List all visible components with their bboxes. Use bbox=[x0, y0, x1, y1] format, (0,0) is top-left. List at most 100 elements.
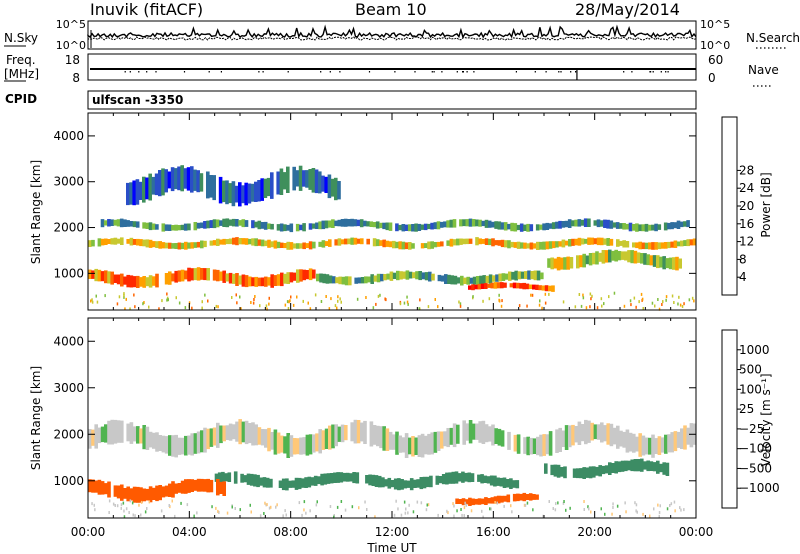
power-cell bbox=[469, 277, 474, 284]
velocity-speckle bbox=[174, 514, 176, 518]
velocity-cell bbox=[299, 437, 303, 455]
nave-point bbox=[631, 71, 633, 73]
power-cell bbox=[212, 219, 217, 229]
power-cell bbox=[364, 276, 368, 284]
power-colorbar-tick-label: 12 bbox=[739, 235, 754, 249]
power-cell bbox=[321, 175, 325, 192]
velocity-cell bbox=[490, 497, 495, 504]
velocity-cell bbox=[545, 434, 550, 455]
power-cell bbox=[487, 220, 492, 228]
velocity-cell bbox=[369, 421, 374, 447]
power-cell bbox=[158, 170, 162, 197]
power-cell bbox=[286, 224, 290, 231]
power-cell bbox=[299, 224, 303, 231]
power-cell bbox=[436, 221, 441, 230]
velocity-cell bbox=[349, 473, 353, 482]
nave-point bbox=[570, 71, 572, 73]
velocity-cell bbox=[129, 488, 134, 501]
velocity-speckle bbox=[305, 511, 307, 515]
velocity-cell bbox=[265, 477, 270, 488]
velocity-speckle bbox=[116, 504, 119, 508]
power-cell bbox=[184, 270, 188, 280]
power-speckle bbox=[585, 306, 588, 310]
velocity-cell bbox=[477, 498, 482, 505]
velocity-speckle bbox=[393, 513, 396, 517]
power-cell bbox=[459, 219, 463, 227]
power-cell bbox=[276, 224, 281, 231]
power-cell bbox=[370, 274, 374, 284]
power-cell bbox=[648, 242, 652, 250]
power-cell bbox=[433, 242, 438, 248]
power-speckle bbox=[641, 297, 644, 301]
power-cell bbox=[465, 219, 470, 227]
power-speckle bbox=[578, 293, 581, 296]
velocity-speckle bbox=[263, 512, 265, 515]
power-cell bbox=[145, 177, 149, 200]
velocity-cell bbox=[339, 472, 344, 483]
power-cell bbox=[222, 238, 226, 245]
power-cell bbox=[164, 273, 169, 285]
power-cell bbox=[187, 267, 191, 282]
power-speckle bbox=[677, 302, 679, 306]
power-cell bbox=[267, 239, 271, 248]
nsearch-tick-top: 10^5 bbox=[700, 18, 730, 31]
power-cell bbox=[437, 274, 442, 282]
power-cell bbox=[180, 165, 184, 192]
velocity-cell bbox=[97, 479, 102, 495]
power-cell bbox=[222, 270, 226, 283]
power-cell bbox=[260, 222, 265, 229]
power-cell bbox=[599, 220, 604, 227]
power-cell bbox=[584, 238, 588, 244]
velocity-cell bbox=[336, 472, 340, 483]
velocity-speckle bbox=[129, 499, 132, 503]
velocity-speckle bbox=[420, 501, 423, 505]
power-cell bbox=[286, 241, 290, 250]
power-cell bbox=[625, 223, 630, 230]
velocity-cell bbox=[475, 423, 479, 440]
velocity-speckle bbox=[266, 503, 268, 507]
noise-traces bbox=[87, 24, 697, 48]
velocity-cell bbox=[334, 424, 338, 447]
power-cell bbox=[91, 270, 95, 279]
nave-point bbox=[650, 71, 652, 73]
power-cell bbox=[174, 270, 178, 283]
power-speckle bbox=[683, 302, 685, 306]
power-cell bbox=[500, 282, 504, 289]
power-speckle bbox=[665, 295, 668, 299]
power-cell bbox=[622, 223, 626, 230]
velocity-cell bbox=[558, 427, 562, 452]
power-speckle bbox=[236, 301, 238, 305]
velocity-cell bbox=[488, 426, 492, 442]
velocity-cell bbox=[516, 434, 521, 454]
velocity-cell bbox=[689, 423, 694, 448]
velocity-cell bbox=[244, 420, 249, 445]
power-cell bbox=[260, 178, 264, 201]
power-cell bbox=[427, 223, 431, 230]
power-cell bbox=[411, 243, 415, 249]
velocity-speckle bbox=[285, 513, 287, 517]
nave-point bbox=[262, 71, 264, 73]
power-cell bbox=[587, 237, 591, 245]
velocity-cell bbox=[550, 464, 554, 476]
power-cell bbox=[186, 167, 191, 191]
velocity-cell bbox=[525, 494, 530, 500]
velocity-cell bbox=[363, 420, 367, 444]
velocity-cell bbox=[595, 466, 599, 476]
velocity-cell bbox=[417, 435, 422, 457]
power-cell bbox=[555, 241, 559, 248]
power-cell bbox=[631, 224, 636, 231]
power-speckle bbox=[434, 298, 436, 301]
velocity-cell bbox=[289, 435, 294, 457]
power-speckle bbox=[613, 291, 616, 295]
power-cell bbox=[148, 173, 152, 201]
velocity-cell bbox=[324, 428, 329, 449]
velocity-cell bbox=[433, 431, 438, 453]
velocity-cell bbox=[587, 420, 591, 443]
velocity-cell bbox=[353, 419, 358, 444]
power-cell bbox=[270, 172, 274, 199]
velocity-speckle bbox=[234, 507, 236, 510]
velocity-speckle bbox=[186, 503, 189, 507]
power-cell bbox=[544, 285, 549, 292]
velocity-cell bbox=[344, 425, 348, 441]
power-cell bbox=[119, 218, 124, 228]
